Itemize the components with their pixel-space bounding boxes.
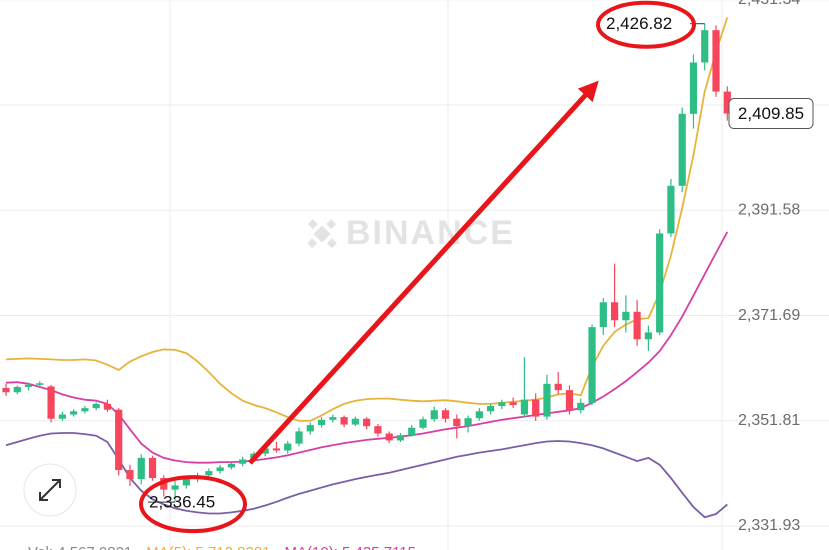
candle-body xyxy=(363,418,371,427)
volume-legend-item: MA(5): 5,712.8281 xyxy=(146,544,270,550)
candle-body xyxy=(475,411,483,419)
indicator-line xyxy=(5,432,728,519)
candle-body xyxy=(408,427,416,436)
candle-body xyxy=(2,388,10,393)
candle-body xyxy=(81,408,89,412)
indicator-line xyxy=(5,17,729,422)
candle-body xyxy=(689,62,698,114)
candle-body xyxy=(633,311,641,340)
candle-body xyxy=(419,419,427,428)
volume-legend-item: Vol: 4,567.0821 xyxy=(28,544,132,550)
candle-body xyxy=(24,384,33,387)
last-price-label: 2,409.85 xyxy=(738,104,804,123)
candle-body xyxy=(317,419,326,426)
watermark: BINANCE xyxy=(307,214,515,252)
candle-body xyxy=(712,30,720,92)
candle-body xyxy=(565,390,574,411)
highlight-ellipse xyxy=(139,475,247,534)
y-tick-label: 2,371.69 xyxy=(738,307,800,324)
y-tick-label: 2,391.58 xyxy=(738,201,800,218)
candle-body xyxy=(103,403,112,410)
candle-body xyxy=(239,459,247,464)
candle-body xyxy=(171,485,179,490)
candle-body xyxy=(396,435,405,441)
candle-body xyxy=(588,327,596,403)
candle-body xyxy=(47,386,55,419)
candle-body xyxy=(577,402,585,411)
candle-body xyxy=(92,403,100,409)
candle-body xyxy=(36,383,44,385)
candle-body xyxy=(137,457,145,480)
candle-body xyxy=(644,332,652,340)
candle-body xyxy=(701,30,709,63)
candle-body xyxy=(272,448,281,451)
expand-button[interactable] xyxy=(23,463,77,517)
candle-body xyxy=(554,383,562,391)
high-label: 2,426.82 xyxy=(606,14,672,33)
highlight-ellipse xyxy=(596,0,696,49)
candle-body xyxy=(182,479,190,486)
candle-body xyxy=(126,470,134,480)
candle-body xyxy=(464,418,472,427)
candle-body xyxy=(385,433,393,441)
trend-arrow xyxy=(248,80,599,465)
candle-body xyxy=(498,402,506,407)
candle-body xyxy=(610,302,619,321)
candle-body xyxy=(441,410,450,419)
candle-body xyxy=(667,185,675,234)
candle-body xyxy=(622,311,630,321)
candle-body xyxy=(58,414,66,419)
candle-body xyxy=(205,471,213,476)
candle-body xyxy=(70,411,78,415)
candle-body xyxy=(306,425,314,432)
volume-legend-item: MA(10): 5,435.7115 xyxy=(285,544,416,550)
candle-body xyxy=(216,467,224,472)
candle-body xyxy=(487,406,495,412)
last-price-box xyxy=(728,98,814,130)
y-tick-label: 2,331.93 xyxy=(738,517,800,534)
y-tick-label: 2,351.81 xyxy=(738,412,800,429)
candle-body xyxy=(532,399,540,417)
watermark-text: BINANCE xyxy=(346,214,515,252)
candle-body xyxy=(13,386,21,393)
expand-icon[interactable] xyxy=(39,479,61,501)
candle-body xyxy=(430,410,438,420)
indicator-line xyxy=(5,231,729,464)
candle-body xyxy=(656,233,664,333)
candle-body xyxy=(329,417,337,420)
y-tick-label: 2,431.34 xyxy=(738,0,800,8)
candle-body xyxy=(148,457,157,479)
candle-body xyxy=(678,113,686,186)
grid xyxy=(169,0,723,550)
candle-body xyxy=(723,91,731,114)
watermark-logo xyxy=(307,219,337,249)
candle-body xyxy=(509,402,517,405)
candle-body xyxy=(520,399,529,415)
candle-body xyxy=(453,418,461,427)
candle-body xyxy=(543,383,551,417)
candle-body xyxy=(284,443,292,451)
candle-body xyxy=(115,409,123,471)
candle-body xyxy=(227,463,235,468)
candle-body xyxy=(261,448,269,454)
low-label: 2,336.45 xyxy=(149,493,215,512)
candle-body xyxy=(374,426,382,434)
candle-body xyxy=(340,417,348,425)
candle-body xyxy=(295,431,303,444)
candle-body xyxy=(351,418,359,425)
candle-body xyxy=(599,302,607,328)
